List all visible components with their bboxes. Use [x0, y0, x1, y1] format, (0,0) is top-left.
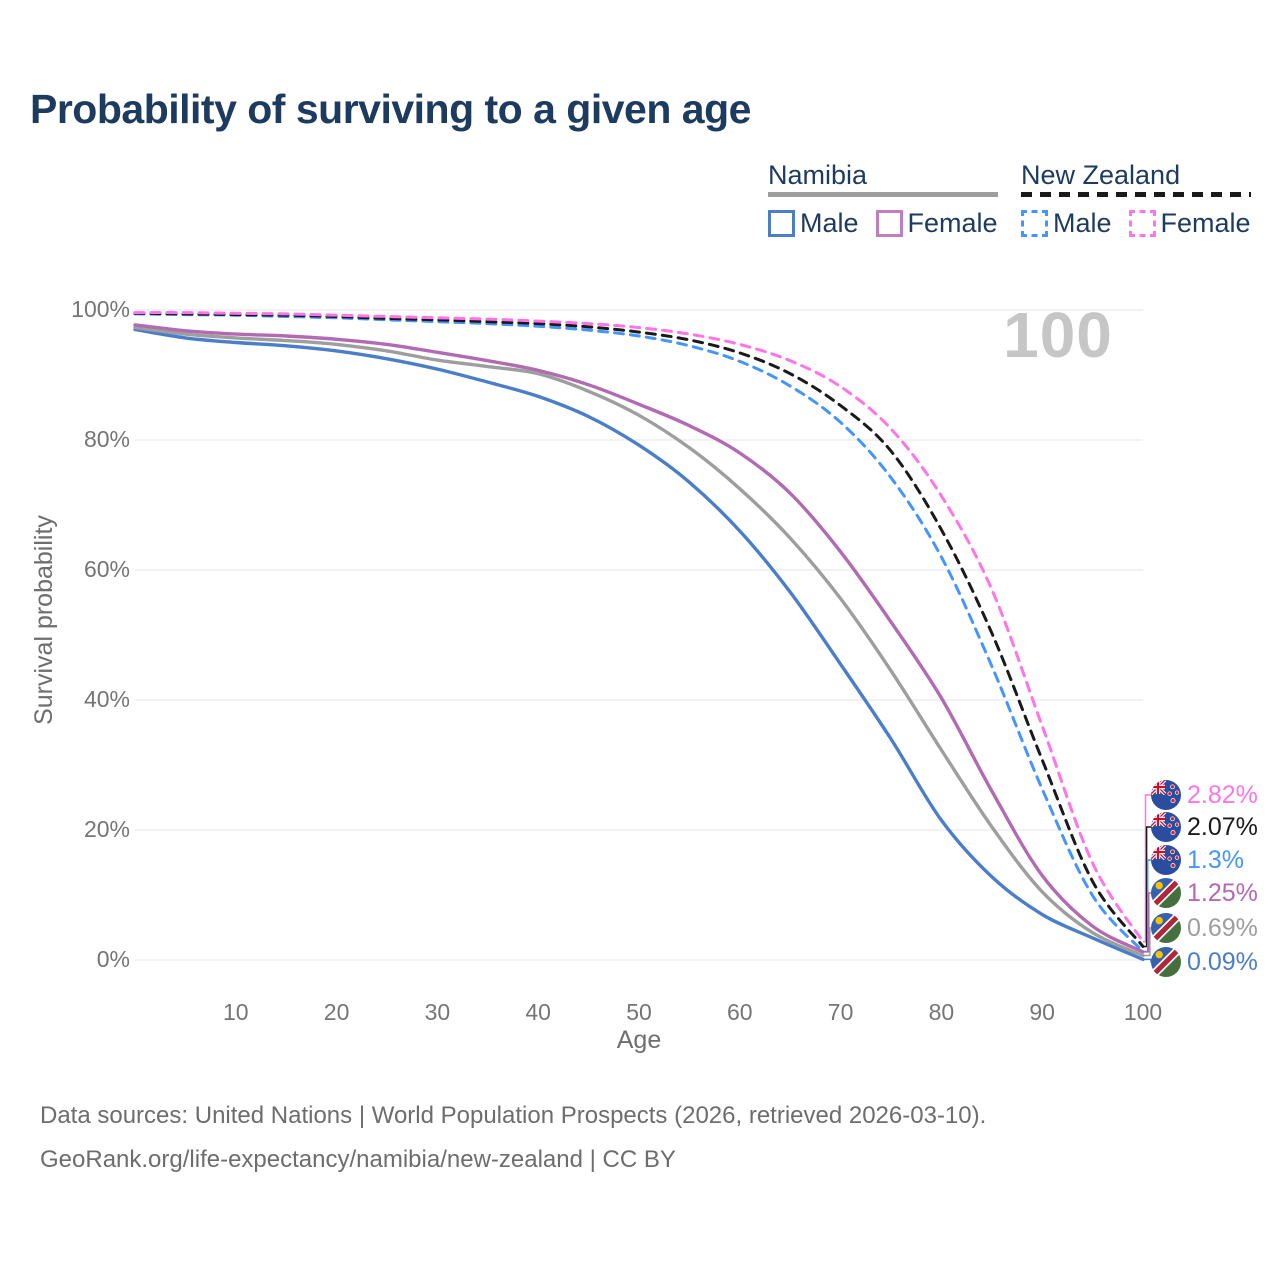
- end-value-label-new-zealand-female: 2.82%: [1151, 779, 1258, 811]
- end-value-label-namibia-female: 1.25%: [1151, 877, 1258, 909]
- end-value-text-namibia-male: 0.09%: [1187, 947, 1258, 976]
- new-zealand-male-swatch-icon: [1021, 210, 1048, 237]
- namibia-flag-icon: [1151, 913, 1181, 943]
- x-tick-label-30: 30: [424, 999, 451, 1025]
- x-tick-label-40: 40: [525, 999, 551, 1025]
- new-zealand-flag-icon: [1151, 845, 1181, 875]
- x-tick-label-20: 20: [323, 999, 350, 1025]
- end-value-label-new-zealand-total: 2.07%: [1151, 811, 1258, 843]
- series-line-new-zealand-total[interactable]: [133, 311, 1145, 948]
- y-axis-title: Survival probability: [30, 515, 58, 725]
- legend-item-namibia-male[interactable]: Male: [768, 208, 859, 239]
- x-tick-label-80: 80: [928, 999, 955, 1025]
- series-line-namibia-total[interactable]: [133, 325, 1145, 958]
- new-zealand-flag-icon: [1151, 812, 1181, 842]
- new-zealand-total-line-swatch: [1021, 192, 1251, 197]
- end-value-text-new-zealand-total: 2.07%: [1187, 812, 1258, 841]
- x-tick-label-90: 90: [1029, 999, 1055, 1025]
- legend-country-new-zealand[interactable]: New Zealand: [1021, 160, 1181, 190]
- end-value-text-new-zealand-female: 2.82%: [1187, 780, 1258, 809]
- x-tick-label-60: 60: [727, 999, 753, 1025]
- namibia-male-swatch-icon: [768, 210, 795, 237]
- legend-label-namibia-male: Male: [800, 208, 859, 238]
- namibia-flag-icon: [1151, 878, 1181, 908]
- namibia-female-swatch-icon: [875, 210, 903, 237]
- y-tick-label-0pct: 0%: [96, 946, 130, 972]
- y-tick-label-60pct: 60%: [83, 556, 130, 582]
- data-source-footer: Data sources: United Nations | World Pop…: [40, 1094, 986, 1182]
- footer-line-2: GeoRank.org/life-expectancy/namibia/new-…: [40, 1146, 676, 1173]
- x-tick-label-50: 50: [626, 999, 652, 1025]
- y-tick-label-40pct: 40%: [83, 686, 130, 712]
- new-zealand-flag-icon: [1151, 780, 1181, 810]
- new-zealand-flag-icon: [1151, 780, 1181, 810]
- hover-age-indicator: 100: [1003, 299, 1113, 371]
- legend-group-new-zealand: New Zealand Male Female: [1021, 160, 1251, 239]
- new-zealand-female-swatch-icon: [1128, 210, 1156, 237]
- legend-item-new-zealand-male[interactable]: Male: [1021, 208, 1112, 239]
- legend-label-new-zealand-male: Male: [1053, 208, 1112, 238]
- legend-group-namibia: Namibia Male Female: [768, 160, 998, 239]
- end-label-connector-namibia-female: [1143, 892, 1152, 953]
- y-tick-label-80pct: 80%: [83, 426, 130, 452]
- y-tick-label-100pct: 100%: [71, 296, 130, 322]
- new-zealand-flag-icon: [1151, 845, 1181, 875]
- legend-country-namibia[interactable]: Namibia: [768, 160, 868, 190]
- end-label-connector-new-zealand-female: [1143, 794, 1152, 943]
- end-value-text-namibia-female: 1.25%: [1187, 878, 1258, 907]
- series-line-namibia-male[interactable]: [133, 327, 1145, 962]
- end-value-label-namibia-male: 0.09%: [1151, 946, 1258, 978]
- series-line-namibia-female[interactable]: [133, 323, 1145, 954]
- namibia-flag-icon: [1151, 913, 1181, 943]
- y-tick-label-20pct: 20%: [83, 816, 130, 842]
- x-tick-label-10: 10: [223, 999, 249, 1025]
- page-title: Probability of surviving to a given age: [30, 86, 751, 132]
- legend-label-namibia-female: Female: [907, 208, 998, 238]
- end-value-label-new-zealand-male: 1.3%: [1151, 844, 1244, 876]
- x-tick-label-100: 100: [1123, 999, 1163, 1025]
- end-value-text-new-zealand-male: 1.3%: [1187, 845, 1244, 874]
- x-axis-title: Age: [616, 1026, 662, 1054]
- namibia-total-line-swatch: [768, 192, 998, 197]
- namibia-flag-icon: [1151, 947, 1181, 977]
- legend-item-new-zealand-female[interactable]: Female: [1128, 208, 1251, 239]
- x-tick-label-70: 70: [827, 999, 854, 1025]
- series-line-new-zealand-female[interactable]: [133, 311, 1145, 944]
- legend-label-new-zealand-female: Female: [1160, 208, 1251, 238]
- end-value-text-namibia-total: 0.69%: [1187, 913, 1258, 942]
- new-zealand-flag-icon: [1151, 812, 1181, 842]
- end-label-connector-namibia-total: [1143, 927, 1152, 957]
- namibia-flag-icon: [1151, 947, 1181, 977]
- end-label-connector-new-zealand-total: [1143, 826, 1152, 948]
- namibia-flag-icon: [1151, 878, 1181, 908]
- legend-item-namibia-female[interactable]: Female: [875, 208, 998, 239]
- end-value-label-namibia-total: 0.69%: [1151, 912, 1258, 944]
- footer-line-1: Data sources: United Nations | World Pop…: [40, 1102, 987, 1129]
